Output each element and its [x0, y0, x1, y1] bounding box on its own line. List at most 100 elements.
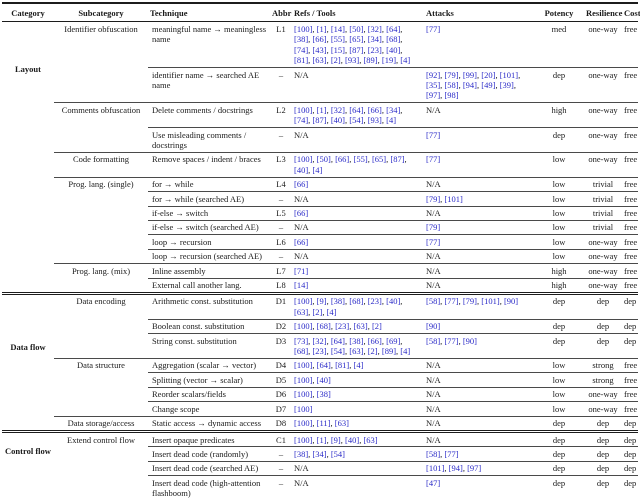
- citation-link[interactable]: [14]: [330, 23, 346, 34]
- citation-link[interactable]: [11]: [316, 418, 331, 429]
- citation-link[interactable]: [64]: [330, 335, 346, 346]
- citation-link[interactable]: [43]: [312, 44, 327, 55]
- citation-link[interactable]: [79]: [444, 69, 459, 80]
- citation-link[interactable]: [87]: [312, 115, 327, 126]
- citation-link[interactable]: [101]: [499, 69, 519, 80]
- citation-link[interactable]: [4]: [353, 360, 364, 371]
- citation-link[interactable]: [2]: [371, 321, 382, 332]
- citation-link[interactable]: [63]: [363, 434, 378, 445]
- citation-link[interactable]: [66]: [294, 208, 309, 218]
- citation-link[interactable]: [63]: [312, 55, 327, 66]
- citation-link[interactable]: [50]: [316, 154, 331, 165]
- citation-link[interactable]: [23]: [367, 44, 382, 55]
- citation-link[interactable]: [93]: [367, 115, 382, 126]
- citation-link[interactable]: [100]: [294, 321, 313, 332]
- citation-link[interactable]: [79]: [426, 193, 441, 204]
- citation-link[interactable]: [4]: [312, 164, 323, 175]
- citation-link[interactable]: [74]: [294, 115, 309, 126]
- citation-link[interactable]: [2]: [367, 346, 378, 357]
- citation-link[interactable]: [32]: [367, 23, 382, 34]
- citation-link[interactable]: [54]: [330, 448, 346, 459]
- citation-link[interactable]: [94]: [462, 79, 478, 90]
- citation-link[interactable]: [35]: [426, 79, 441, 90]
- citation-link[interactable]: [9]: [330, 434, 341, 445]
- citation-link[interactable]: [38]: [316, 389, 331, 400]
- citation-link[interactable]: [2]: [312, 306, 323, 317]
- citation-link[interactable]: [100]: [294, 403, 313, 414]
- citation-link[interactable]: [77]: [444, 335, 459, 346]
- citation-link[interactable]: [54]: [330, 346, 346, 357]
- citation-link[interactable]: [97]: [467, 463, 482, 474]
- citation-link[interactable]: [64]: [386, 23, 401, 34]
- citation-link[interactable]: [4]: [400, 55, 411, 66]
- citation-link[interactable]: [81]: [335, 360, 350, 371]
- citation-link[interactable]: [14]: [294, 280, 309, 291]
- citation-link[interactable]: [77]: [444, 296, 459, 307]
- citation-link[interactable]: [32]: [312, 335, 327, 346]
- citation-link[interactable]: [55]: [330, 34, 346, 45]
- citation-link[interactable]: [68]: [349, 296, 364, 307]
- citation-link[interactable]: [100]: [294, 389, 313, 400]
- citation-link[interactable]: [92]: [426, 69, 441, 80]
- citation-link[interactable]: [77]: [426, 154, 441, 165]
- citation-link[interactable]: [38]: [349, 335, 364, 346]
- citation-link[interactable]: [40]: [316, 374, 331, 385]
- citation-link[interactable]: [101]: [481, 296, 500, 307]
- citation-link[interactable]: [66]: [367, 104, 382, 115]
- citation-link[interactable]: [64]: [316, 360, 331, 371]
- citation-link[interactable]: [71]: [294, 265, 309, 276]
- citation-link[interactable]: [65]: [349, 34, 364, 45]
- citation-link[interactable]: [68]: [294, 346, 309, 357]
- citation-link[interactable]: [94]: [448, 463, 463, 474]
- citation-link[interactable]: [58]: [426, 335, 441, 346]
- citation-link[interactable]: [54]: [349, 115, 364, 126]
- citation-link[interactable]: [100]: [294, 104, 313, 115]
- citation-link[interactable]: [77]: [426, 236, 441, 247]
- citation-link[interactable]: [1]: [316, 23, 327, 34]
- citation-link[interactable]: [100]: [294, 23, 313, 34]
- citation-link[interactable]: [4]: [386, 115, 397, 126]
- citation-link[interactable]: [39]: [499, 79, 514, 90]
- citation-link[interactable]: [101]: [426, 463, 445, 474]
- citation-link[interactable]: [4]: [326, 306, 337, 317]
- citation-link[interactable]: [47]: [426, 477, 441, 488]
- citation-link[interactable]: [40]: [345, 434, 360, 445]
- citation-link[interactable]: [40]: [330, 115, 346, 126]
- citation-link[interactable]: [90]: [462, 335, 478, 346]
- citation-link[interactable]: [90]: [426, 321, 441, 332]
- citation-link[interactable]: [63]: [294, 306, 309, 317]
- citation-link[interactable]: [100]: [294, 296, 313, 307]
- citation-link[interactable]: [87]: [390, 154, 405, 165]
- citation-link[interactable]: [66]: [294, 236, 309, 247]
- citation-link[interactable]: [68]: [386, 34, 401, 45]
- citation-link[interactable]: [1]: [316, 434, 327, 445]
- citation-link[interactable]: [100]: [294, 360, 313, 371]
- citation-link[interactable]: [63]: [353, 321, 368, 332]
- citation-link[interactable]: [99]: [462, 69, 478, 80]
- citation-link[interactable]: [100]: [294, 154, 313, 165]
- citation-link[interactable]: [77]: [426, 23, 441, 34]
- citation-link[interactable]: [58]: [426, 296, 441, 307]
- citation-link[interactable]: [23]: [312, 346, 327, 357]
- citation-link[interactable]: [77]: [426, 129, 441, 140]
- citation-link[interactable]: [97]: [426, 90, 441, 101]
- citation-link[interactable]: [69]: [386, 335, 401, 346]
- citation-link[interactable]: [63]: [349, 346, 364, 357]
- citation-link[interactable]: [38]: [294, 34, 309, 45]
- citation-link[interactable]: [79]: [426, 222, 441, 233]
- citation-link[interactable]: [2]: [330, 55, 341, 66]
- citation-link[interactable]: [68]: [316, 321, 331, 332]
- citation-link[interactable]: [65]: [371, 154, 387, 165]
- citation-link[interactable]: [58]: [444, 79, 459, 90]
- citation-link[interactable]: [100]: [294, 374, 313, 385]
- citation-link[interactable]: [38]: [330, 296, 346, 307]
- citation-link[interactable]: [20]: [481, 69, 496, 80]
- citation-link[interactable]: [101]: [444, 193, 463, 204]
- citation-link[interactable]: [64]: [349, 104, 364, 115]
- citation-link[interactable]: [66]: [294, 179, 309, 190]
- citation-link[interactable]: [23]: [335, 321, 350, 332]
- citation-link[interactable]: [66]: [312, 34, 327, 45]
- citation-link[interactable]: [49]: [481, 79, 496, 90]
- citation-link[interactable]: [77]: [444, 448, 459, 459]
- citation-link[interactable]: [74]: [294, 44, 309, 55]
